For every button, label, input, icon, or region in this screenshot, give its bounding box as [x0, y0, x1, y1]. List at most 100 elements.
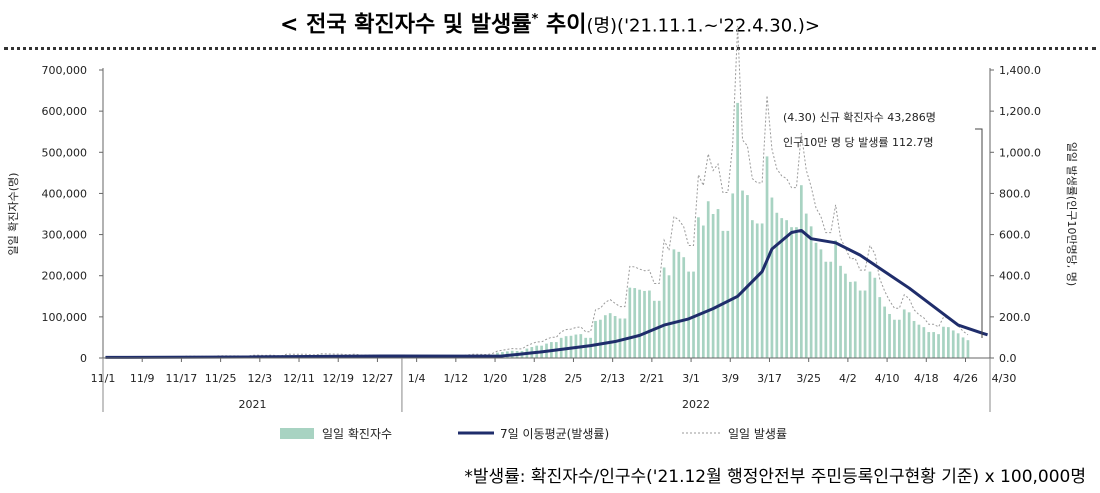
bar-daily-cases	[853, 281, 857, 358]
bar-daily-cases	[785, 220, 788, 358]
bar-daily-cases	[795, 227, 798, 358]
bar-daily-cases	[648, 290, 651, 358]
bar-daily-cases	[907, 312, 911, 358]
x-tick-label: 4/10	[875, 372, 900, 385]
bar-daily-cases	[618, 318, 622, 358]
bar-daily-cases	[848, 281, 852, 358]
x-tick-label: 3/9	[721, 372, 739, 385]
bar-daily-cases	[599, 319, 602, 358]
y-right-tick-label: 1,400.0	[999, 64, 1041, 77]
bar-daily-cases	[633, 288, 637, 358]
y-right-tick-label: 0.0	[999, 352, 1017, 365]
bar-daily-cases	[873, 277, 877, 358]
y-left-tick-label: 600,000	[42, 105, 88, 118]
x-tick-label: 12/11	[283, 372, 315, 385]
y-left-tick-label: 400,000	[42, 187, 88, 200]
bar-daily-cases	[878, 297, 882, 358]
bar-daily-cases	[750, 220, 754, 358]
title-dotted-rule	[4, 47, 1096, 50]
bar-daily-cases	[736, 102, 739, 358]
bar-daily-cases	[589, 337, 592, 358]
chart-title-star: *	[531, 12, 539, 27]
bar-daily-cases	[883, 306, 886, 358]
footnote: *발생률: 확진자수/인구수('21.12월 행정안전부 주민등록인구현황 기준…	[464, 467, 1086, 487]
bar-daily-cases	[760, 223, 764, 358]
y-left-tick-label: 0	[80, 352, 87, 365]
bar-daily-cases	[746, 195, 749, 358]
bar-daily-cases	[638, 289, 641, 358]
annotation-new-cases: (4.30) 신규 확진자수 43,286명	[783, 111, 936, 124]
bar-daily-cases	[613, 316, 617, 358]
bar-daily-cases	[966, 340, 970, 358]
y-right-tick-label: 400.0	[999, 270, 1031, 283]
y-left-tick-label: 300,000	[42, 229, 88, 242]
bar-daily-cases	[839, 265, 842, 358]
bar-daily-cases	[682, 257, 686, 358]
annotation-leader-line	[975, 128, 983, 338]
bar-daily-cases	[731, 193, 735, 358]
x-tick-label: 12/27	[362, 372, 394, 385]
y-axis-left-title: 일일 확진자수(명)	[6, 173, 20, 256]
x-tick-label: 12/3	[247, 372, 272, 385]
x-tick-label: 2/13	[600, 372, 625, 385]
bar-daily-cases	[942, 326, 945, 358]
bar-daily-cases	[917, 324, 921, 358]
x-tick-label: 4/30	[992, 372, 1017, 385]
bar-daily-cases	[814, 242, 818, 358]
bar-daily-cases	[564, 336, 568, 358]
bar-daily-cases	[643, 290, 646, 358]
chart-title-main-2: 추이	[538, 12, 587, 38]
y-left-tick-label: 500,000	[42, 146, 88, 159]
legend-label-daily-cases: 일일 확진자수	[322, 427, 392, 441]
bar-daily-cases	[711, 214, 715, 358]
bar-daily-cases	[868, 271, 872, 358]
bar-daily-cases	[692, 271, 695, 358]
x-tick-label: 2/5	[565, 372, 583, 385]
bar-daily-cases	[594, 320, 597, 358]
bar-daily-cases	[824, 261, 828, 358]
bar-daily-cases	[922, 327, 926, 358]
bar-daily-cases	[706, 201, 710, 358]
y-right-tick-label: 1,200.0	[999, 105, 1041, 118]
annotation-incidence-rate: 인구10만 명 당 발생률 112.7명	[783, 136, 934, 149]
bar-daily-cases	[809, 226, 813, 358]
y-right-tick-label: 800.0	[999, 187, 1031, 200]
y-left-tick-label: 100,000	[42, 311, 88, 324]
bar-daily-cases	[657, 300, 661, 358]
x-tick-label: 3/1	[682, 372, 700, 385]
legend-label-daily-rate: 일일 발생률	[728, 427, 787, 441]
chart-title-main: < 전국 확진자수 및 발생률	[280, 12, 532, 38]
bar-daily-cases	[741, 190, 744, 358]
x-tick-label: 3/25	[796, 372, 821, 385]
bar-daily-cases	[672, 249, 676, 358]
x-tick-label: 11/25	[205, 372, 237, 385]
line-7day-moving-average	[105, 228, 988, 359]
year-label-2021: 2021	[238, 398, 266, 411]
bar-daily-cases	[844, 273, 847, 358]
bar-daily-cases	[799, 185, 803, 358]
bar-daily-cases	[790, 227, 793, 358]
bar-daily-cases	[721, 230, 725, 358]
y-left-tick-label: 200,000	[42, 270, 88, 283]
bar-daily-cases	[687, 271, 690, 358]
y-axis-right-title: 일일 발생률(인구10만명당, 명)	[1065, 142, 1079, 286]
chart-title: < 전국 확진자수 및 발생률* 추이(명)('21.11.1.~'22.4.3…	[0, 4, 1100, 42]
bar-daily-cases	[726, 230, 730, 358]
bar-daily-cases	[770, 197, 774, 358]
bar-daily-cases	[956, 333, 960, 358]
bar-daily-cases	[608, 313, 612, 358]
x-tick-label: 11/9	[130, 372, 155, 385]
bar-daily-cases	[863, 290, 867, 358]
bar-daily-cases	[697, 217, 700, 358]
bar-daily-cases	[701, 225, 705, 358]
bar-daily-cases	[947, 327, 950, 358]
bar-daily-cases	[677, 251, 681, 358]
line-daily-rate	[105, 25, 969, 358]
bar-daily-cases	[893, 319, 896, 358]
bar-daily-cases	[775, 212, 779, 358]
x-tick-label: 12/19	[322, 372, 354, 385]
legend-swatch-daily-cases	[280, 428, 314, 439]
bar-daily-cases	[603, 315, 607, 358]
bar-daily-cases	[667, 275, 671, 358]
